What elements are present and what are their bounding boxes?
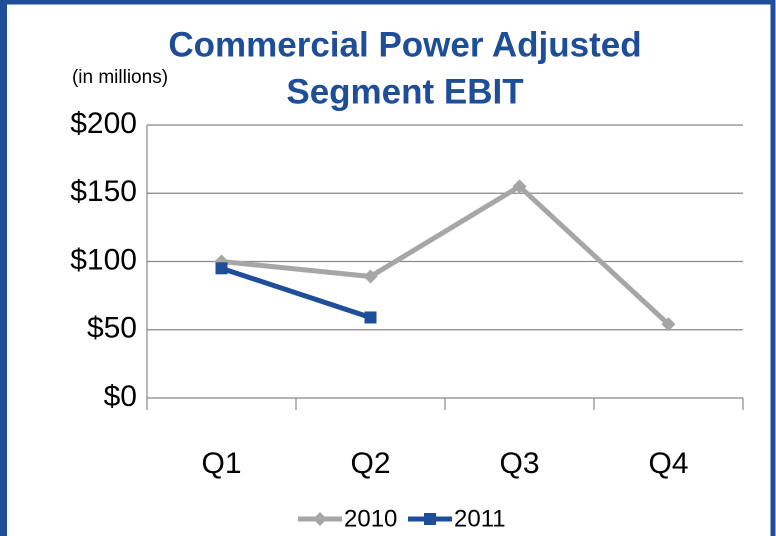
- marker: [364, 311, 377, 324]
- marker: [313, 512, 327, 526]
- y-tick-label: $200: [70, 107, 137, 140]
- marker: [363, 269, 378, 284]
- chart-title: Commercial Power Adjusted: [168, 25, 641, 64]
- y-tick-label: $50: [87, 312, 137, 345]
- frame-left: [0, 0, 7, 536]
- series-line: [220, 265, 372, 320]
- y-tick-label: $150: [70, 175, 137, 208]
- marker: [215, 262, 228, 275]
- y-tick-label: $100: [70, 243, 137, 276]
- x-tick-label: Q3: [499, 447, 539, 480]
- legend-label: 2010: [344, 505, 397, 532]
- x-tick-label: Q1: [201, 447, 241, 480]
- x-tick-label: Q2: [350, 447, 390, 480]
- series-line: [221, 183, 671, 327]
- marker: [661, 317, 676, 332]
- legend-label: 2011: [454, 505, 506, 532]
- y-tick-label: $0: [104, 380, 137, 413]
- marker: [512, 179, 527, 194]
- marker: [424, 513, 436, 525]
- annotation: (in millions): [72, 67, 168, 88]
- chart-title: Segment EBIT: [286, 72, 523, 111]
- x-tick-label: Q4: [648, 447, 688, 480]
